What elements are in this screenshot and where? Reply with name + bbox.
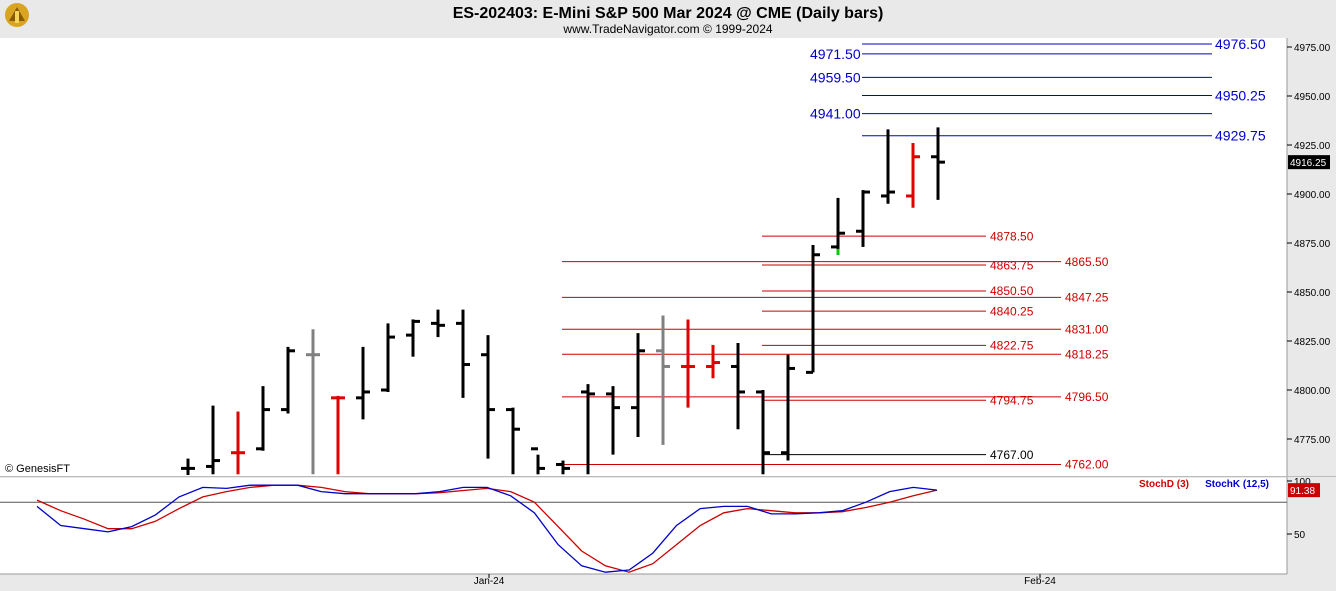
level-label: 4976.50	[1215, 36, 1266, 52]
level-label: 4847.25	[1065, 291, 1109, 305]
stoch-tick-label: 50	[1294, 530, 1306, 541]
ohlc-bar	[231, 411, 245, 475]
price-tick-label: 4850.00	[1294, 288, 1331, 299]
price-axis[interactable]: 4975.00 4950.00 4925.00 4900.00 4875.00 4850.…	[1287, 43, 1331, 446]
ohlc-bar	[581, 384, 595, 475]
last-price-label: 4916.25	[1290, 158, 1327, 169]
stochD-legend: StochD (3)	[1139, 479, 1189, 490]
price-tick-label: 4900.00	[1294, 190, 1331, 201]
ohlc-bar	[456, 309, 470, 398]
price-tick-label: 4925.00	[1294, 141, 1331, 152]
level-label: 4767.00	[990, 448, 1034, 462]
price-tick-label: 4875.00	[1294, 239, 1331, 250]
stochK-line	[36, 484, 938, 573]
bars-layer	[181, 127, 945, 475]
stochK-legend: StochK (12,5)	[1205, 479, 1269, 490]
ohlc-bar	[806, 244, 820, 374]
ohlc-bar	[531, 447, 545, 475]
level-label: 4831.00	[1065, 322, 1109, 336]
level-label: 4971.50	[810, 46, 861, 62]
ohlc-bar	[256, 386, 270, 451]
ohlc-bar	[706, 344, 720, 379]
level-label: 4941.00	[810, 106, 861, 122]
stoch-last-badge	[1288, 483, 1320, 498]
ohlc-bar	[681, 319, 695, 408]
level-label: 4865.50	[1065, 255, 1109, 269]
ohlc-bar	[306, 329, 320, 475]
last-price-badge	[1288, 155, 1330, 170]
stochastic-layer: 100 50 91.38	[0, 477, 1320, 573]
logo-icon	[5, 3, 29, 27]
ohlc-bar	[831, 197, 845, 255]
ohlc-bar	[906, 143, 920, 208]
level-label: 4818.25	[1065, 347, 1109, 361]
price-tick-label: 4950.00	[1294, 92, 1331, 103]
ohlc-bar	[556, 460, 570, 475]
ohlc-bar	[481, 335, 495, 459]
ohlc-bar	[331, 395, 345, 475]
level-label: 4822.75	[990, 339, 1034, 353]
stoch-last-label: 91.38	[1290, 486, 1315, 497]
level-label: 4863.75	[990, 258, 1034, 272]
level-label: 4878.50	[990, 229, 1034, 243]
level-label: 4929.75	[1215, 128, 1266, 144]
ohlc-bar	[281, 346, 295, 414]
levels-layer: 4976.50 4971.50 4959.50 4950.25 4941.00 4929.…	[562, 36, 1266, 472]
level-label: 4950.25	[1215, 87, 1266, 103]
ohlc-bar	[606, 386, 620, 455]
price-tick-label: 4975.00	[1294, 43, 1331, 54]
ohlc-bar	[756, 390, 770, 475]
ohlc-bar	[206, 405, 220, 475]
chart-subtitle: www.TradeNavigator.com © 1999-2024	[562, 22, 772, 36]
stochD-line	[36, 484, 938, 573]
ohlc-bar	[381, 323, 395, 392]
ohlc-bar	[881, 129, 895, 204]
ohlc-bar	[731, 342, 745, 430]
ohlc-bar	[931, 127, 945, 200]
price-tick-label: 4825.00	[1294, 337, 1331, 348]
price-panel[interactable]	[0, 38, 1287, 476]
level-label: 4850.50	[990, 284, 1034, 298]
time-tick-label: Feb-24	[1024, 576, 1056, 587]
ohlc-bar	[856, 190, 870, 247]
level-label: 4796.50	[1065, 390, 1109, 404]
ohlc-bar	[356, 346, 370, 420]
ohlc-bar	[656, 315, 670, 445]
level-label: 4794.75	[990, 393, 1034, 407]
ohlc-bar	[781, 354, 795, 461]
ohlc-bar	[631, 333, 645, 438]
stoch-tick-label: 100	[1294, 477, 1311, 488]
watermark: © GenesisFT	[5, 463, 70, 475]
ohlc-bar	[506, 407, 520, 475]
time-axis: Jan-24 Feb-24	[474, 574, 1056, 587]
price-tick-label: 4800.00	[1294, 386, 1331, 397]
level-label: 4762.00	[1065, 458, 1109, 472]
chart-title: ES-202403: E-Mini S&P 500 Mar 2024 @ CME…	[453, 5, 884, 22]
level-label: 4840.25	[990, 304, 1034, 318]
ohlc-bar	[181, 458, 195, 475]
level-label: 4959.50	[810, 69, 861, 85]
ohlc-bar	[431, 309, 445, 338]
time-tick-label: Jan-24	[474, 576, 505, 587]
price-tick-label: 4775.00	[1294, 435, 1331, 446]
ohlc-bar	[406, 319, 420, 357]
